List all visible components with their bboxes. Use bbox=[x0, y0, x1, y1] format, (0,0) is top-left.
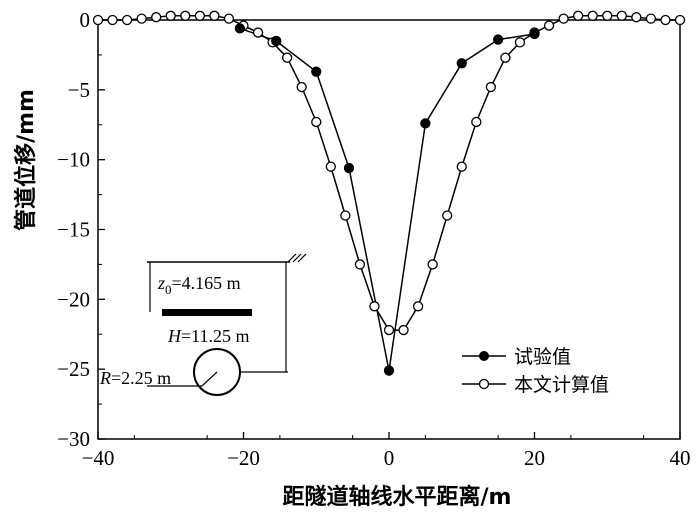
axis-ticks bbox=[97, 19, 681, 440]
measured-point bbox=[343, 162, 355, 174]
tick-labels: −40 −20 0 20 40 0 −5 −10 −15 −20 −25 −30 bbox=[57, 8, 690, 470]
calculated-point bbox=[252, 27, 264, 38]
calculated-point bbox=[136, 13, 147, 24]
pipeline-bar bbox=[162, 309, 252, 316]
y-tick-label: −25 bbox=[57, 357, 90, 381]
x-axis-label: 距隧道轴线水平距离/m bbox=[283, 484, 512, 510]
calculated-point bbox=[500, 52, 511, 63]
series-lines bbox=[98, 15, 680, 371]
tunnel-schematic: z0=4.165 m H=11.25 m R=2.25 m bbox=[99, 253, 307, 396]
calculated-point bbox=[427, 259, 438, 270]
calculated-point bbox=[631, 12, 642, 23]
measured-point bbox=[383, 365, 395, 376]
calculated-point bbox=[209, 10, 220, 21]
filled-circle-marker-icon bbox=[479, 351, 489, 361]
measured-point bbox=[234, 23, 246, 34]
y-tick-label: −15 bbox=[57, 218, 90, 242]
legend-item-calculated: 本文计算值 bbox=[462, 374, 609, 396]
calculated-point bbox=[180, 10, 191, 21]
y-tick-label: −5 bbox=[68, 78, 90, 102]
measured-point bbox=[529, 28, 540, 40]
x-tick-label: −20 bbox=[227, 446, 260, 470]
calculated-point bbox=[296, 81, 307, 93]
y-tick-label: 0 bbox=[80, 8, 91, 32]
series-points bbox=[92, 10, 686, 376]
radius-line bbox=[201, 371, 218, 387]
calculated-point bbox=[194, 10, 206, 21]
calculated-point bbox=[471, 116, 482, 128]
calculated-point bbox=[514, 37, 526, 48]
measured-point bbox=[271, 35, 282, 47]
measured-point bbox=[311, 66, 322, 77]
calculated-point bbox=[616, 10, 627, 21]
open-circle-marker-icon bbox=[478, 378, 490, 390]
calculated-point bbox=[543, 20, 555, 31]
measured-point bbox=[456, 58, 467, 69]
measured-point bbox=[492, 34, 504, 45]
calculated-point bbox=[573, 10, 584, 21]
calculated-point bbox=[602, 10, 613, 21]
x-tick-label: −40 bbox=[82, 446, 115, 470]
legend: 试验值 本文计算值 bbox=[462, 346, 609, 396]
z0-label: z0=4.165 m bbox=[157, 273, 241, 297]
legend-label-calculated: 本文计算值 bbox=[514, 374, 609, 396]
calculated-point bbox=[442, 210, 453, 221]
calculated-point bbox=[281, 52, 293, 63]
y-tick-label: −10 bbox=[57, 148, 90, 172]
h-label: H=11.25 m bbox=[167, 326, 249, 346]
r-label: R=2.25 m bbox=[99, 368, 171, 388]
calculated-point bbox=[456, 161, 467, 172]
calculated-point bbox=[369, 301, 380, 312]
calculated-point bbox=[558, 13, 569, 24]
calculated-point bbox=[398, 324, 409, 336]
y-axis-label: 管道位移/mm bbox=[13, 89, 39, 231]
calculated-point bbox=[165, 10, 176, 21]
x-tick-label: 40 bbox=[670, 446, 691, 470]
series-line-0 bbox=[239, 27, 535, 371]
calculated-point bbox=[325, 161, 336, 172]
x-tick-label: 0 bbox=[384, 446, 395, 470]
calculated-point bbox=[587, 10, 598, 21]
calculated-point bbox=[485, 81, 497, 93]
calculated-point bbox=[311, 116, 322, 128]
measured-point bbox=[420, 118, 431, 129]
calculated-point bbox=[674, 14, 686, 26]
x-tick-label: 20 bbox=[524, 446, 545, 470]
calculated-point bbox=[107, 14, 118, 26]
calculated-point bbox=[151, 12, 162, 23]
legend-label-measured: 试验值 bbox=[514, 346, 571, 368]
ground-hatch-icon bbox=[287, 253, 307, 263]
legend-item-measured: 试验值 bbox=[462, 346, 571, 368]
calculated-point bbox=[383, 324, 395, 336]
calculated-point bbox=[121, 14, 133, 26]
y-tick-label: −30 bbox=[57, 427, 90, 451]
calculated-point bbox=[92, 14, 104, 26]
calculated-point bbox=[340, 210, 351, 221]
calculated-point bbox=[223, 13, 235, 24]
calculated-point bbox=[660, 14, 671, 26]
calculated-point bbox=[645, 13, 657, 24]
calculated-point bbox=[354, 259, 366, 270]
y-tick-label: −20 bbox=[57, 287, 90, 311]
calculated-point bbox=[412, 301, 424, 312]
